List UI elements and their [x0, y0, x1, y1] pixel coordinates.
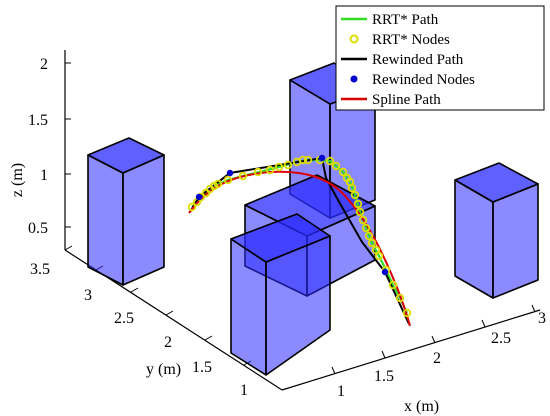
y-tick-label: 1.5: [192, 359, 212, 376]
z-axis-label: z (m): [9, 163, 26, 197]
x-tick-mark: [431, 335, 436, 344]
x-axis-label: x (m): [404, 398, 439, 415]
rrt-node-marker: [253, 167, 263, 177]
y-tick-mark: [64, 245, 73, 251]
z-tick-label: 2: [40, 56, 48, 73]
rrt-node-marker: [388, 280, 398, 290]
box-top: [454, 162, 539, 203]
rewinded-node-marker: [318, 154, 326, 162]
rrt-node-marker: [395, 293, 405, 303]
x-tick-mark: [481, 319, 486, 328]
rrt-nodes: [187, 155, 412, 318]
rrt-node-marker: [298, 155, 308, 165]
x-ticks: [331, 304, 536, 375]
y-tick-label: 3: [84, 287, 92, 304]
rrt-node-marker: [187, 202, 197, 212]
z-tick-label: 0.5: [28, 220, 48, 237]
rewinded-nodes: [195, 154, 389, 276]
legend-label-spline-path: Spline Path: [372, 92, 441, 108]
legend-box: [335, 5, 545, 111]
x-tick-label: 1.5: [374, 368, 394, 385]
z-ticks: [65, 62, 71, 228]
rrt-node-marker: [223, 175, 233, 185]
rrt-node-marker: [238, 171, 248, 181]
y-tick-label: 3.5: [30, 261, 50, 278]
rewinded-node-marker: [226, 169, 234, 177]
rrt-node-marker: [374, 251, 384, 261]
y-tick-label: 2.5: [114, 310, 134, 327]
rrt-node-marker: [355, 207, 365, 217]
y-tick-label: 1: [240, 382, 248, 399]
rewinded-path-line: [189, 156, 410, 325]
legend: RRT* Path RRT* Nodes Rewinded Path Rewin…: [335, 5, 545, 111]
x-tick-mark: [381, 350, 386, 359]
rrt-node-marker: [331, 161, 341, 171]
y-tick-mark: [130, 287, 139, 293]
legend-label-rewinded-nodes: Rewinded Nodes: [372, 72, 475, 88]
z-tick-label: 1: [40, 167, 48, 184]
obstacle-front-box-lower: [230, 213, 331, 376]
legend-label-rrt-nodes: RRT* Nodes: [372, 32, 450, 48]
x-tick-label: 1: [337, 383, 345, 400]
box-top: [230, 213, 331, 263]
rrt-node-marker: [367, 238, 377, 248]
rrt-node-marker: [325, 156, 335, 166]
rrt-node-marker: [353, 199, 363, 209]
z-tick-label: 1.5: [28, 112, 48, 129]
rrt-node-marker: [347, 183, 357, 193]
box-face: [87, 154, 124, 286]
rewinded-node-marker: [195, 193, 203, 201]
obstacle-left-box: [87, 137, 165, 286]
rewinded-node-marker: [381, 268, 389, 276]
legend-swatch-rrt-nodes: [349, 34, 359, 44]
legend-swatch-rewinded-nodes: [350, 75, 358, 83]
rrt-node-marker: [350, 190, 360, 200]
legend-label-rrt-path: RRT* Path: [372, 12, 439, 28]
y-tick-label: 2: [164, 334, 172, 351]
obstacles: [87, 62, 539, 376]
box-face: [122, 154, 165, 286]
rrt-node-marker: [303, 155, 313, 165]
rrt-node-marker: [364, 231, 374, 241]
x-tick-label: 2.5: [491, 330, 511, 347]
x-tick-mark: [531, 304, 536, 313]
x-tick-mark: [331, 366, 336, 375]
rrt-node-marker: [213, 179, 223, 189]
rrt-node-marker: [283, 160, 293, 170]
rrt-node-marker: [358, 215, 368, 225]
rrt-node-marker: [209, 181, 219, 191]
y-tick-mark: [204, 335, 213, 341]
x-tick-label: 3: [538, 310, 546, 327]
box-face: [492, 183, 539, 299]
x-tick-label: 2: [433, 350, 441, 367]
rrt-node-marker: [265, 165, 275, 175]
y-axis-label: y (m): [146, 361, 181, 378]
legend-label-rewinded-path: Rewinded Path: [372, 52, 464, 68]
y-tick-mark: [165, 310, 174, 316]
obstacle-right-box: [454, 162, 539, 299]
rrt-node-marker: [274, 162, 284, 172]
box-top: [87, 137, 165, 174]
rrt-node-marker: [338, 167, 348, 177]
rrt-node-marker: [361, 223, 371, 233]
x-axis-line: [281, 309, 541, 391]
rrt-node-marker: [402, 308, 412, 318]
